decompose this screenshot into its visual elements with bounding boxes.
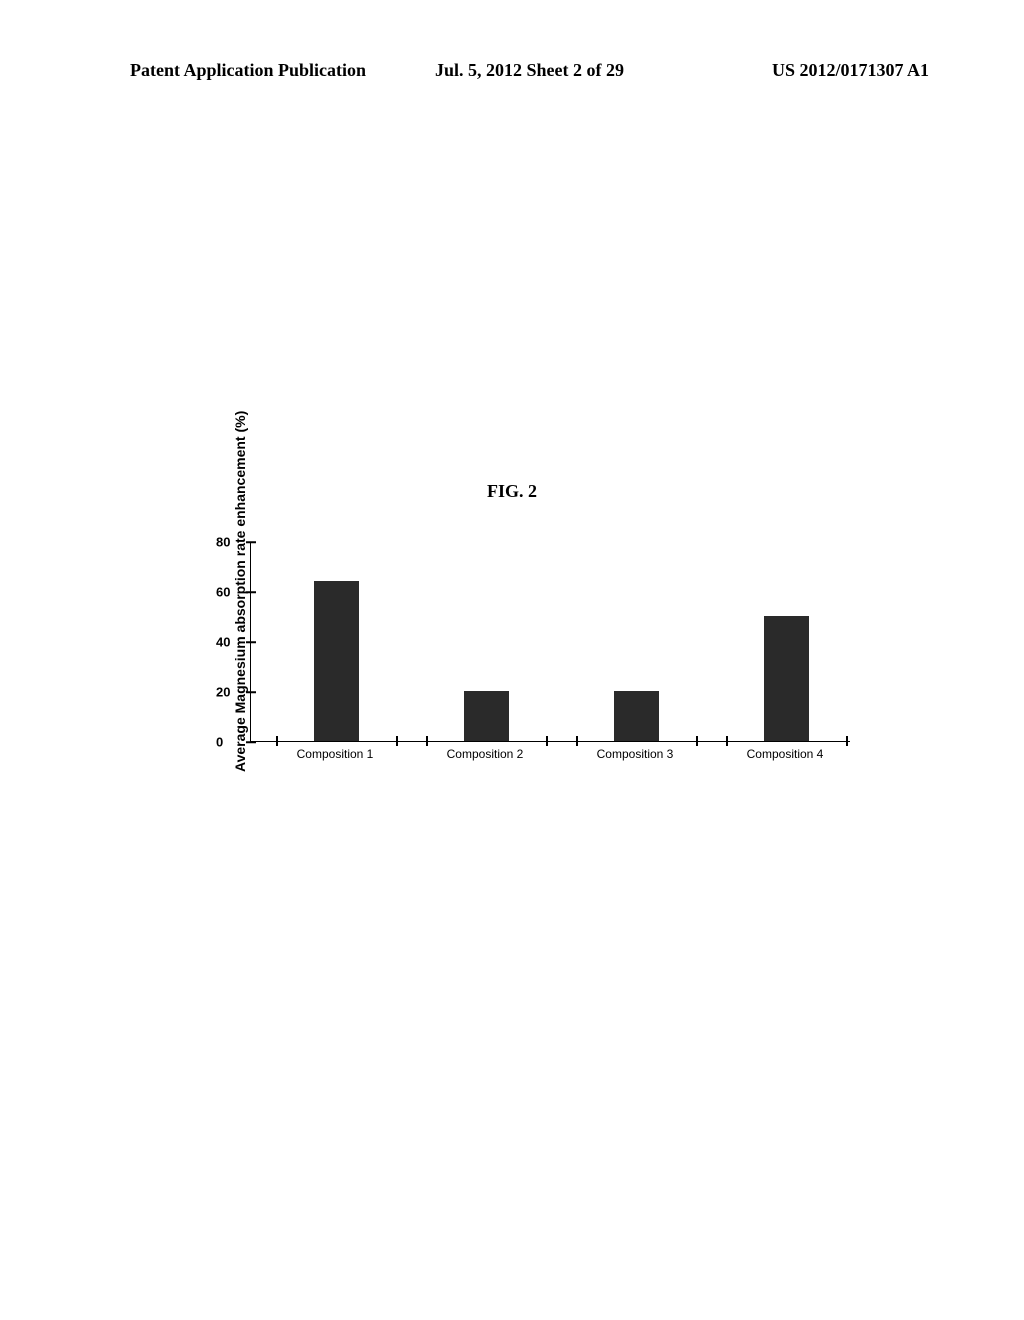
x-tick-mark (696, 736, 698, 746)
x-axis-category-label: Composition 3 (597, 747, 674, 761)
x-axis-category-label: Composition 2 (447, 747, 524, 761)
y-tick-label: 0 (216, 735, 223, 750)
x-tick-mark (546, 736, 548, 746)
x-axis-category-label: Composition 4 (747, 747, 824, 761)
figure-title: FIG. 2 (0, 481, 1024, 502)
y-tick-label: 40 (216, 635, 230, 650)
y-tick-mark (246, 541, 256, 543)
x-tick-mark (726, 736, 728, 746)
x-tick-mark (426, 736, 428, 746)
chart-bar (464, 691, 509, 741)
y-tick-mark (246, 691, 256, 693)
y-tick-label: 20 (216, 685, 230, 700)
y-tick-label: 80 (216, 535, 230, 550)
header-date-sheet: Jul. 5, 2012 Sheet 2 of 29 (396, 60, 662, 81)
y-tick-mark (246, 641, 256, 643)
bar-chart: Average Magnesium absorption rate enhanc… (200, 532, 900, 812)
chart-bar (314, 581, 359, 741)
header-patent-number: US 2012/0171307 A1 (663, 60, 929, 81)
y-tick-label: 60 (216, 585, 230, 600)
y-tick-mark (246, 741, 256, 743)
y-tick-mark (246, 591, 256, 593)
chart-bar (764, 616, 809, 741)
x-axis-category-label: Composition 1 (297, 747, 374, 761)
page-header: Patent Application Publication Jul. 5, 2… (0, 0, 1024, 81)
x-tick-mark (846, 736, 848, 746)
chart-plot-area: 020406080 (250, 542, 850, 742)
header-publication-type: Patent Application Publication (130, 60, 396, 81)
x-tick-mark (576, 736, 578, 746)
chart-bar (614, 691, 659, 741)
x-tick-mark (276, 736, 278, 746)
x-tick-mark (396, 736, 398, 746)
